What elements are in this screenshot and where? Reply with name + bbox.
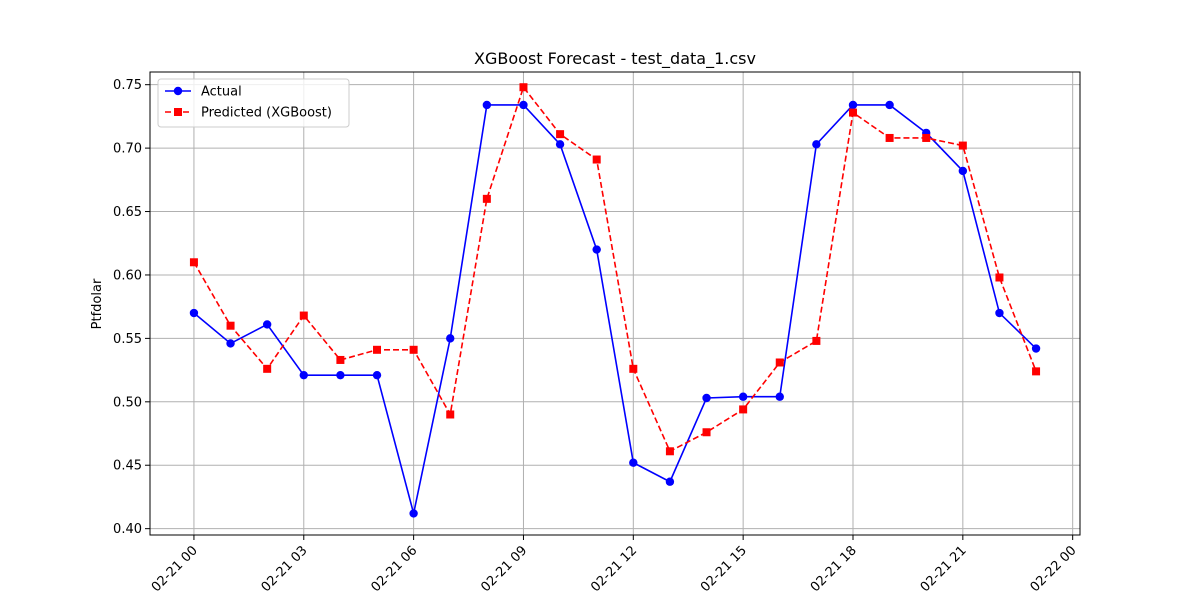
y-tick-label: 0.50 (113, 395, 142, 410)
series-1-point (409, 345, 418, 354)
series-0-point (812, 140, 821, 149)
series-0-point (482, 100, 492, 110)
legend-label-0: Actual (201, 85, 242, 100)
y-tick-label: 0.65 (113, 205, 142, 220)
series-0-point (592, 245, 601, 254)
series-1-point (958, 141, 967, 150)
series-line-0 (193, 104, 1037, 514)
series-0-point (775, 392, 784, 401)
series-0-point (629, 458, 638, 467)
series-0-point (1031, 344, 1041, 353)
series-0-point (665, 477, 675, 486)
y-tick-label: 0.55 (113, 332, 142, 347)
series-1-point (373, 345, 382, 354)
series-1-point (519, 83, 528, 92)
series-1-point (446, 410, 455, 419)
series-0-point (372, 370, 382, 380)
series-1-point (189, 258, 198, 267)
series-0-point (336, 370, 345, 380)
series-1-point (592, 155, 601, 164)
series-0-point (226, 339, 235, 348)
legend-marker-0 (173, 86, 183, 96)
series-0-point (738, 392, 748, 401)
series-0-point (995, 308, 1004, 318)
legend-marker-1 (174, 108, 182, 116)
y-tick-label: 0.45 (113, 459, 142, 474)
series-1-point (702, 428, 711, 437)
series-1-point (263, 364, 272, 373)
series-0-point (702, 393, 711, 403)
series-1-point (226, 321, 235, 330)
series-0-point (299, 370, 308, 380)
y-tick-label: 0.70 (113, 142, 142, 157)
series-1-point (1032, 367, 1041, 376)
series-1-point (739, 405, 748, 414)
series-0-point (446, 334, 455, 343)
y-tick-label: 0.75 (113, 78, 142, 93)
legend-label-1: Predicted (XGBoost) (201, 106, 332, 121)
chart-title: XGBoost Forecast - test_data_1.csv (474, 49, 756, 69)
y-axis-label: Ptfdolar (90, 278, 105, 329)
series-0-point (409, 509, 418, 518)
series-0-point (885, 100, 894, 110)
y-tick-label: 0.40 (113, 522, 142, 537)
series-0-point (848, 100, 858, 110)
series-1-point (665, 447, 674, 456)
y-tick-label: 0.60 (113, 268, 142, 283)
series-1-point (812, 336, 821, 345)
series-0-point (958, 166, 968, 176)
series-1-point (629, 364, 638, 373)
series-0-point (555, 140, 565, 149)
series-1-point (885, 133, 894, 142)
series-line-1 (193, 85, 1037, 453)
series-1-point (299, 311, 308, 320)
series-1-point (482, 194, 491, 203)
series-0-point (262, 320, 272, 329)
legend: Actual Predicted (XGBoost) (157, 78, 350, 128)
legend-box (157, 78, 350, 128)
series-1-point (922, 133, 931, 142)
series-1-point (336, 355, 345, 364)
series-0-point (189, 308, 199, 318)
series-1-point (775, 358, 784, 367)
series-0-point (519, 100, 528, 110)
series-1-point (848, 108, 857, 117)
series-1-point (995, 273, 1004, 282)
series-1-point (556, 130, 565, 139)
axes-frame (149, 71, 1081, 536)
series-layer (189, 83, 1041, 518)
